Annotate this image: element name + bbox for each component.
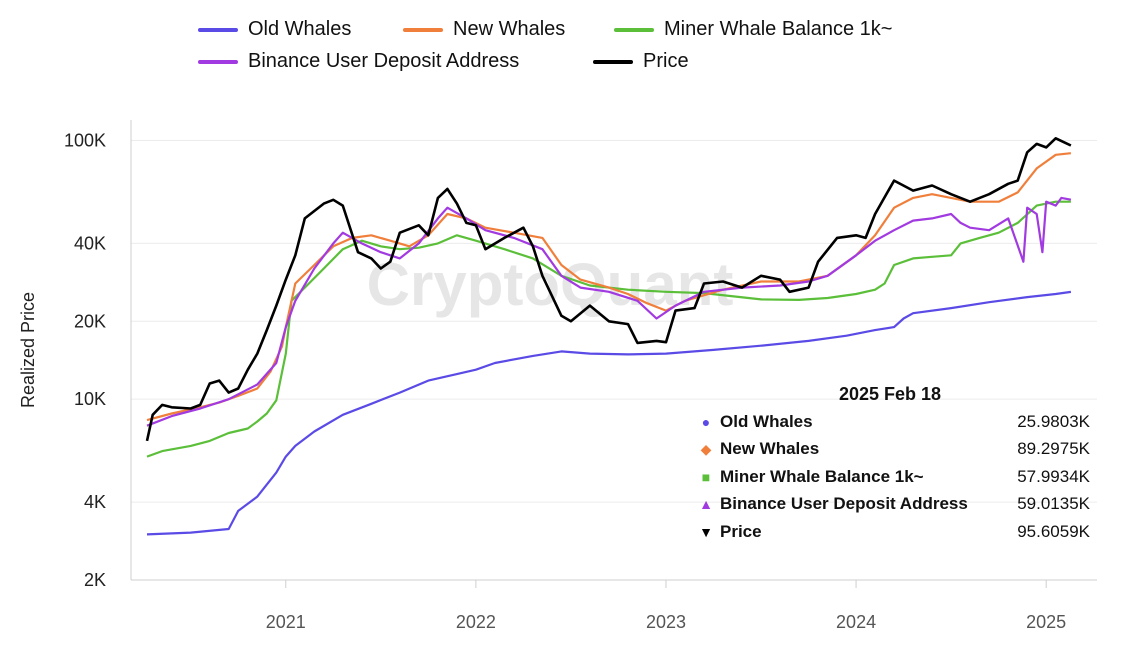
tooltip-series-value: 89.2975K xyxy=(1017,439,1090,458)
series-line-old-whales xyxy=(146,290,1072,536)
y-tick-label: 40K xyxy=(74,233,106,253)
square-marker-icon: ■ xyxy=(701,469,711,485)
legend-swatch xyxy=(198,59,238,64)
series-line-miner-whale-balance-1k xyxy=(146,200,1071,458)
triangle-up-marker-icon: ▲ xyxy=(699,496,713,512)
y-tick-label: 4K xyxy=(84,492,106,512)
legend-label: Miner Whale Balance 1k~ xyxy=(664,18,893,40)
legend-item-new-whales[interactable]: New Whales xyxy=(403,18,565,41)
diamond-marker-icon: ◆ xyxy=(700,440,712,457)
legend: Old Whales New Whales Miner Whale Balanc… xyxy=(0,0,1127,90)
legend-swatch xyxy=(403,27,443,32)
series-line-binance-user-deposit-address xyxy=(146,196,1072,427)
y-tick-label: 2K xyxy=(84,570,106,590)
y-tick-label: 100K xyxy=(64,130,106,150)
triangle-down-marker-icon: ▼ xyxy=(699,524,713,540)
tooltip-series-value: 57.9934K xyxy=(1017,467,1090,486)
x-tick-label: 2024 xyxy=(836,612,876,632)
tooltip-series-name: New Whales xyxy=(720,439,820,458)
series-line-price xyxy=(145,137,1072,442)
legend-label: Old Whales xyxy=(248,18,352,40)
x-tick-label: 2022 xyxy=(456,612,496,632)
x-tick-label: 2025 xyxy=(1026,612,1066,632)
tooltip-row-new-whales: ◆ New Whales 89.2975K xyxy=(696,437,1090,461)
tooltip-date: 2025 Feb 18 xyxy=(838,384,942,404)
tooltip-series-value: 25.9803K xyxy=(1017,412,1090,431)
legend-label: New Whales xyxy=(453,18,566,40)
x-axis-ticks: 2021 2022 2023 2024 2025 xyxy=(266,580,1066,632)
tooltip-row-price: ▼ Price 95.6059K xyxy=(696,520,1090,544)
legend-label: Binance User Deposit Address xyxy=(248,50,520,72)
tooltip-series-name: Miner Whale Balance 1k~ xyxy=(720,467,924,486)
y-tick-label: 20K xyxy=(74,311,106,331)
legend-swatch xyxy=(593,59,633,64)
tooltip-panel: 2025 Feb 18 ● Old Whales 25.9803K ◆ New … xyxy=(690,382,1090,552)
tooltip-series-name: Price xyxy=(720,522,762,541)
y-axis-ticks: 2K 4K 10K 20K 40K 100K xyxy=(64,130,106,590)
series-lines xyxy=(145,137,1072,536)
legend-item-miner-whale[interactable]: Miner Whale Balance 1k~ xyxy=(614,18,892,41)
legend-swatch xyxy=(198,27,238,32)
y-axis-label: Realized Price xyxy=(18,292,38,408)
tooltip-series-value: 59.0135K xyxy=(1017,494,1090,513)
legend-item-price[interactable]: Price xyxy=(593,50,689,73)
tooltip-row-binance: ▲ Binance User Deposit Address 59.0135K xyxy=(696,492,1090,516)
x-tick-label: 2023 xyxy=(646,612,686,632)
legend-label: Price xyxy=(643,50,689,72)
tooltip-series-name: Binance User Deposit Address xyxy=(720,494,968,513)
tooltip-series-value: 95.6059K xyxy=(1017,522,1090,541)
tooltip-row-old-whales: ● Old Whales 25.9803K xyxy=(696,410,1090,434)
tooltip-row-miner-whale: ■ Miner Whale Balance 1k~ 57.9934K xyxy=(696,465,1090,489)
legend-item-binance[interactable]: Binance User Deposit Address xyxy=(198,50,519,73)
legend-item-old-whales[interactable]: Old Whales xyxy=(198,18,351,41)
legend-swatch xyxy=(614,27,654,32)
tooltip-series-name: Old Whales xyxy=(720,412,813,431)
series-line-new-whales xyxy=(146,152,1072,422)
circle-marker-icon: ● xyxy=(701,414,711,430)
y-tick-label: 10K xyxy=(74,389,106,409)
x-tick-label: 2021 xyxy=(266,612,306,632)
